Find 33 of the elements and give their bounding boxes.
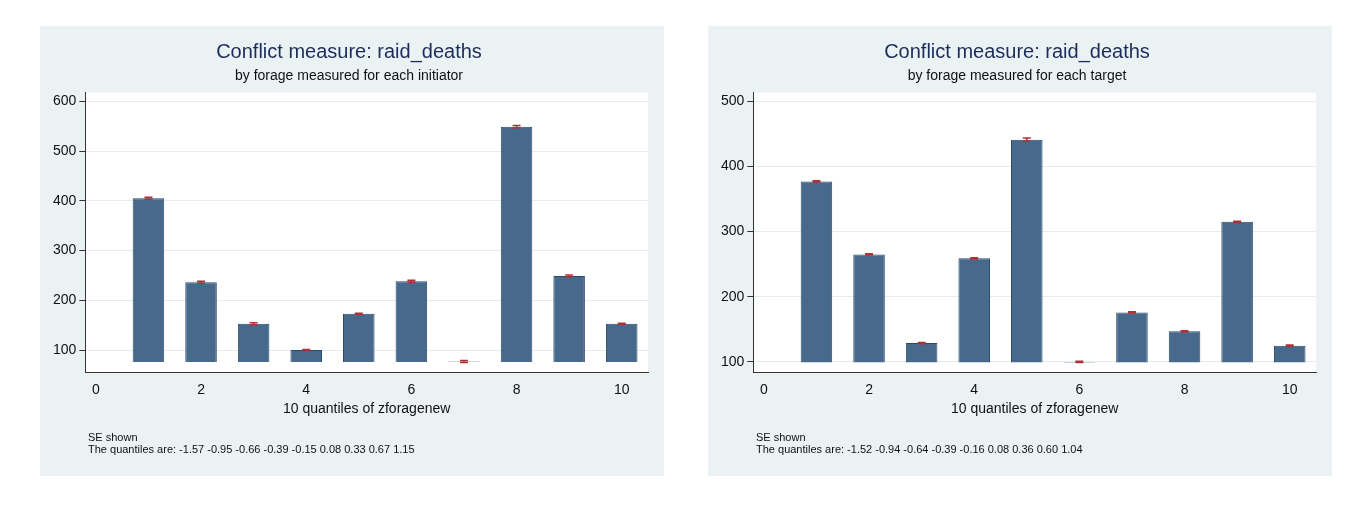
text: The quantiles are: -1.57 -0.95 -0.66 -0.39 -0.15 0.08 0.33 0.67 1.15 bbox=[88, 443, 415, 455]
y-tick-label: 100 bbox=[53, 340, 77, 357]
x-tick-label: 10 bbox=[613, 380, 630, 397]
y-tick-label: 400 bbox=[721, 157, 745, 174]
text: SE shown bbox=[756, 431, 806, 443]
x-tick-label: 0 bbox=[759, 380, 768, 397]
y-tick-label: 400 bbox=[53, 191, 77, 208]
chart-title: Conflict measure: raid_deaths bbox=[884, 39, 1150, 63]
y-tick-label: 500 bbox=[721, 92, 745, 109]
x-tick-label: 2 bbox=[865, 380, 874, 397]
chart-title: Conflict measure: raid_deaths bbox=[216, 39, 482, 63]
chart-subtitle: by forage measured for each initiator bbox=[234, 67, 464, 84]
text: The quantiles are: -1.52 -0.94 -0.64 -0.39 -0.16 0.08 0.36 0.60 1.04 bbox=[756, 443, 1083, 455]
x-tick-label: 8 bbox=[1180, 380, 1189, 397]
y-tick-label: 500 bbox=[53, 141, 77, 158]
y-tick-label: 300 bbox=[721, 222, 745, 239]
x-tick-label: 6 bbox=[407, 380, 416, 397]
x-tick-label: 4 bbox=[970, 380, 979, 397]
text: SE shown bbox=[88, 431, 138, 443]
chart-subtitle: by forage measured for each target bbox=[907, 67, 1127, 84]
x-tick-label: 4 bbox=[302, 380, 311, 397]
x-tick-label: 2 bbox=[197, 380, 206, 397]
y-tick-label: 200 bbox=[53, 291, 77, 308]
x-axis-title: 10 quantiles of zforagenew bbox=[951, 400, 1120, 417]
y-tick-label: 300 bbox=[53, 241, 77, 258]
x-tick-label: 8 bbox=[512, 380, 521, 397]
y-tick-label: 600 bbox=[53, 92, 77, 109]
x-tick-label: 6 bbox=[1075, 380, 1084, 397]
x-axis-title: 10 quantiles of zforagenew bbox=[283, 400, 452, 417]
x-tick-label: 0 bbox=[91, 380, 100, 397]
y-tick-label: 200 bbox=[721, 287, 745, 304]
y-tick-label: 100 bbox=[721, 352, 745, 369]
x-tick-label: 10 bbox=[1281, 380, 1298, 397]
